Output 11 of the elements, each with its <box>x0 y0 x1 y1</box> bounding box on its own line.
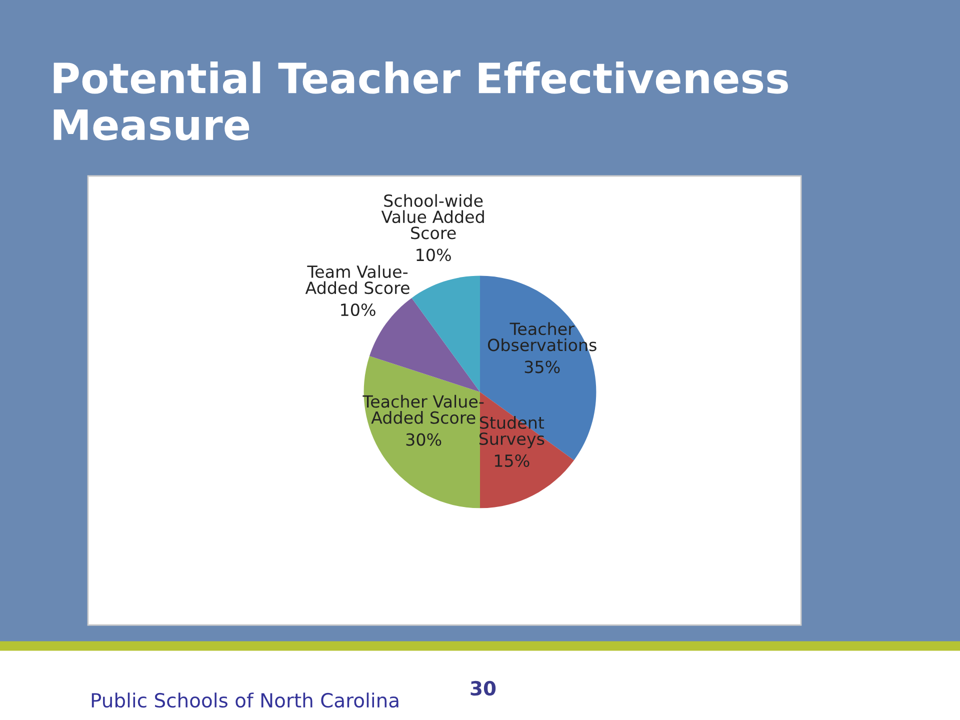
pie-slice <box>412 276 480 392</box>
chart-title: Potential Teacher Effectiveness Measure <box>54 62 788 140</box>
data-label: 10% <box>341 303 376 316</box>
data-label: 15% <box>494 454 530 467</box>
data-label: 30% <box>406 433 442 446</box>
data-label: 10% <box>416 248 451 262</box>
slice-label: Team Value- Added Score <box>305 265 410 294</box>
data-label: 35% <box>524 360 560 374</box>
slice-label: School-wide Value Added Score <box>381 194 484 240</box>
text: Public Schools of North Carolina <box>92 692 398 708</box>
text: 30 <box>470 680 496 696</box>
